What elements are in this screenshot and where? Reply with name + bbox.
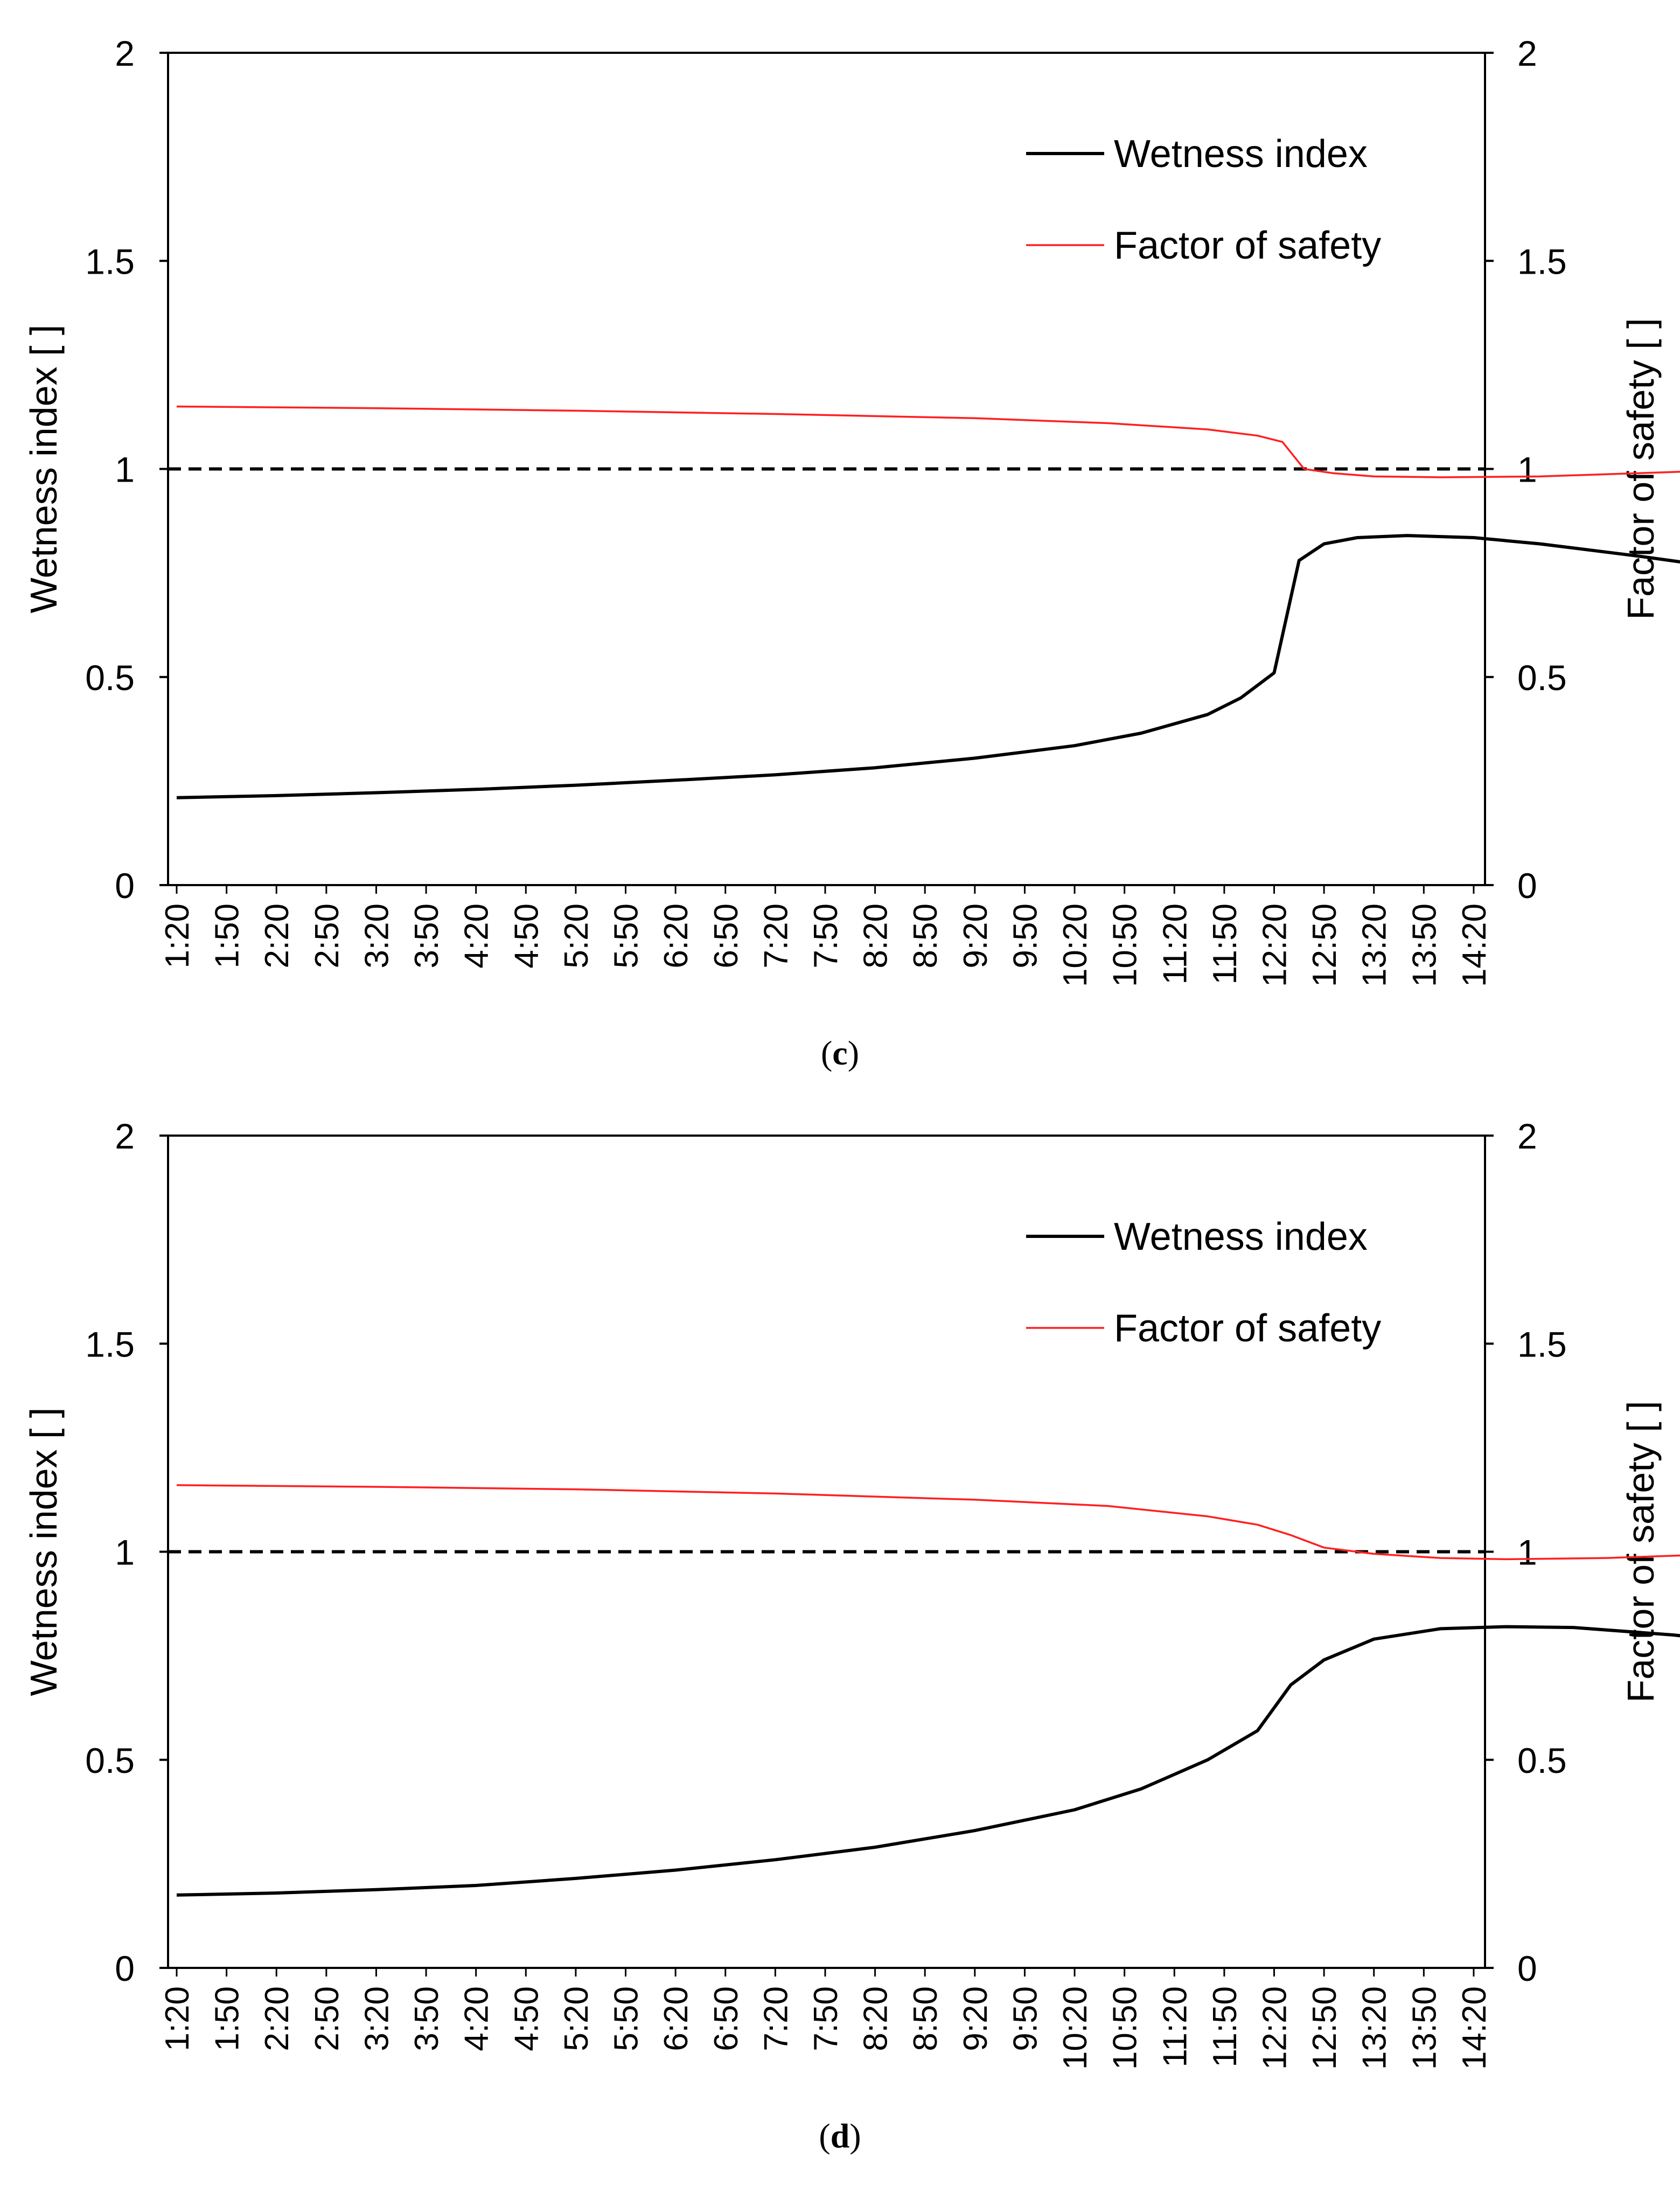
y-tick-label-right: 0 xyxy=(1517,1949,1537,1988)
y-axis-title-right: Factor of safety [ ] xyxy=(1620,318,1662,620)
x-tick-label: 14:20 xyxy=(1456,903,1493,987)
x-tick-label: 7:50 xyxy=(807,903,845,969)
series-line-factor-of-safety xyxy=(176,1484,1680,1561)
x-tick-label: 10:50 xyxy=(1107,1986,1144,2070)
panel-label-c-letter: c xyxy=(832,1034,848,1072)
x-tick-label: 12:50 xyxy=(1306,903,1343,987)
x-tick-label: 9:50 xyxy=(1007,903,1044,969)
x-tick-label: 8:50 xyxy=(907,1986,944,2051)
x-tick-label: 13:50 xyxy=(1406,903,1443,987)
panel-label-d-letter: d xyxy=(830,2117,850,2155)
x-tick-label: 11:20 xyxy=(1156,1986,1194,2068)
y-tick-label-right: 0 xyxy=(1517,866,1537,906)
y-tick-label-left: 1 xyxy=(115,1533,135,1572)
x-tick-label: 10:20 xyxy=(1057,903,1094,987)
x-tick-label: 5:20 xyxy=(558,1986,595,2051)
x-tick-label: 2:50 xyxy=(309,903,346,969)
y-axis-title-left: Wetness index [ ] xyxy=(23,325,65,614)
x-tick-label: 1:20 xyxy=(159,903,196,969)
x-tick-label: 13:20 xyxy=(1356,1986,1393,2070)
x-tick-label: 7:50 xyxy=(807,1986,845,2051)
x-tick-label: 5:20 xyxy=(558,903,595,969)
chart-c-svg: 0 0 0.5 0.5 1 1 1.5 1.5 2 2 1:20 1:50 2:20 2:50 3:20 3:… xyxy=(23,33,1680,987)
x-tick-label: 9:20 xyxy=(957,1986,994,2051)
x-tick-label: 3:50 xyxy=(408,1986,445,2051)
x-tick-label: 4:50 xyxy=(508,1986,545,2051)
x-tick-label: 11:50 xyxy=(1207,1986,1244,2068)
x-tick-label: 2:20 xyxy=(259,1986,296,2051)
y-tick-label-right: 1.5 xyxy=(1517,1324,1567,1364)
panel-label-d: (d) xyxy=(0,2116,1680,2156)
x-tick-label: 13:50 xyxy=(1406,1986,1443,2070)
panel-label-d-close: ) xyxy=(849,2117,861,2155)
x-tick-label: 6:20 xyxy=(658,903,695,969)
series-line-factor-of-safety xyxy=(176,405,1680,478)
x-tick-label: 3:50 xyxy=(408,903,445,969)
x-tick-label: 13:20 xyxy=(1356,903,1393,987)
x-tick-label: 4:20 xyxy=(458,903,496,969)
legend-label-factor-of-safety: Factor of safety xyxy=(1114,224,1381,267)
y-tick-label-right: 2 xyxy=(1517,33,1537,73)
y-tick-label-right: 1 xyxy=(1517,1533,1537,1572)
y-tick-label-left: 0.5 xyxy=(85,658,135,698)
x-tick-label: 3:20 xyxy=(358,903,395,969)
y-tick-label-left: 1.5 xyxy=(85,1324,135,1364)
x-tick-label: 11:20 xyxy=(1156,903,1194,985)
x-tick-label: 7:20 xyxy=(757,903,794,969)
x-tick-label: 14:20 xyxy=(1456,1986,1493,2070)
x-tick-label: 4:20 xyxy=(458,1986,496,2051)
x-tick-label: 6:50 xyxy=(708,1986,745,2051)
y-tick-label-left: 1.5 xyxy=(85,241,135,281)
x-tick-label: 9:50 xyxy=(1007,1986,1044,2051)
x-tick-label: 8:50 xyxy=(907,903,944,969)
x-tick-label: 6:20 xyxy=(658,1986,695,2051)
y-tick-label-right: 0.5 xyxy=(1517,1741,1567,1780)
y-tick-label-left: 1 xyxy=(115,450,135,490)
y-tick-label-left: 0 xyxy=(115,866,135,906)
x-tick-label: 9:20 xyxy=(957,903,994,969)
x-tick-label: 2:20 xyxy=(259,903,296,969)
y-tick-label-left: 0.5 xyxy=(85,1741,135,1780)
x-tick-label: 7:20 xyxy=(757,1986,794,2051)
x-tick-label: 8:20 xyxy=(858,903,895,969)
panel-label-c-close: ) xyxy=(847,1034,860,1072)
chart-d-svg: 0 0 0.5 0.5 1 1 1.5 1.5 2 2 1:20 1:50 2:20 2:50 3:20 3:… xyxy=(23,1116,1680,2070)
x-tick-label: 5:50 xyxy=(608,903,645,969)
legend-label-wetness-index: Wetness index xyxy=(1114,133,1368,176)
panel-label-c: (c) xyxy=(0,1033,1680,1073)
y-axis-title-right: Factor of safety [ ] xyxy=(1620,1401,1662,1702)
x-tick-label: 1:50 xyxy=(209,903,246,969)
x-tick-label: 11:50 xyxy=(1207,903,1244,985)
x-tick-label: 2:50 xyxy=(309,1986,346,2051)
x-tick-label: 1:50 xyxy=(209,1986,246,2051)
x-tick-label: 6:50 xyxy=(708,903,745,969)
series-line-wetness-index xyxy=(176,1625,1680,1897)
chart-panel-c: 0 0 0.5 0.5 1 1 1.5 1.5 2 2 1:20 1:50 2:20 2:50 3:20 3:… xyxy=(0,0,1680,1024)
y-tick-label-right: 0.5 xyxy=(1517,658,1567,698)
x-tick-label: 10:50 xyxy=(1107,903,1144,987)
x-tick-label: 1:20 xyxy=(159,1986,196,2051)
y-tick-label-left: 0 xyxy=(115,1949,135,1988)
x-tick-label: 12:50 xyxy=(1306,1986,1343,2070)
legend-label-factor-of-safety: Factor of safety xyxy=(1114,1307,1381,1350)
x-tick-label: 3:20 xyxy=(358,1986,395,2051)
y-axis-title-left: Wetness index [ ] xyxy=(23,1408,65,1696)
x-tick-label: 8:20 xyxy=(858,1986,895,2051)
series-line-wetness-index xyxy=(176,534,1680,799)
x-tick-label: 5:50 xyxy=(608,1986,645,2051)
y-tick-label-right: 2 xyxy=(1517,1116,1537,1156)
legend-label-wetness-index: Wetness index xyxy=(1114,1215,1368,1258)
y-tick-label-left: 2 xyxy=(115,1116,135,1156)
x-tick-label: 12:20 xyxy=(1257,903,1294,987)
x-tick-label: 12:20 xyxy=(1257,1986,1294,2070)
panel-label-d-open: ( xyxy=(819,2117,831,2155)
x-tick-label: 4:50 xyxy=(508,903,545,969)
chart-panel-d: 0 0 0.5 0.5 1 1 1.5 1.5 2 2 1:20 1:50 2:20 2:50 3:20 3:… xyxy=(0,1083,1680,2106)
y-tick-label-right: 1 xyxy=(1517,450,1537,490)
y-tick-label-right: 1.5 xyxy=(1517,241,1567,281)
panel-label-c-open: ( xyxy=(820,1034,833,1072)
y-tick-label-left: 2 xyxy=(115,33,135,73)
x-tick-label: 10:20 xyxy=(1057,1986,1094,2070)
